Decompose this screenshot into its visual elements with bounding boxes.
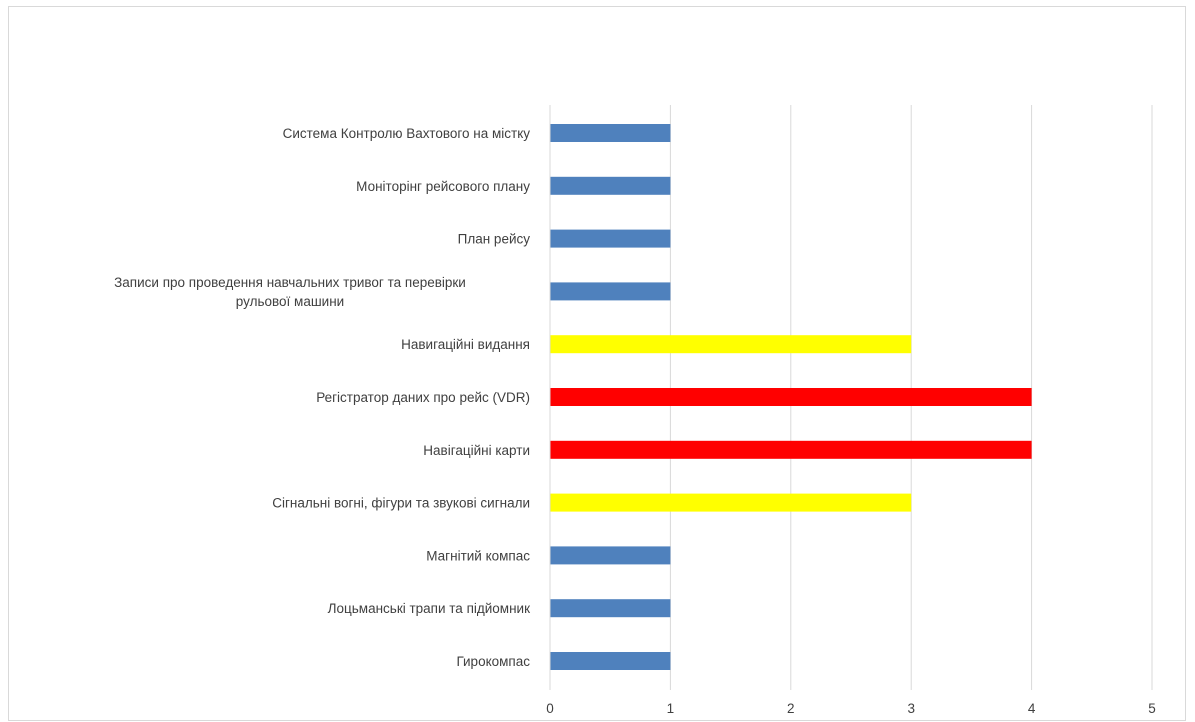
bar-9: [550, 546, 671, 565]
bar-1: [550, 124, 671, 142]
x-tick-label-5: 5: [1148, 701, 1156, 716]
x-tick-label-0: 0: [546, 701, 554, 716]
bar-7: [550, 440, 1032, 459]
category-label-4: Записи про проведення навчальних тривог …: [114, 275, 466, 309]
x-tick-label-4: 4: [1028, 701, 1036, 716]
x-tick-label-3: 3: [907, 701, 915, 716]
bar-8: [550, 493, 912, 512]
category-label-3: План рейсу: [458, 232, 531, 247]
bar-6: [550, 388, 1032, 406]
bar-10: [550, 599, 671, 618]
x-tick-label-2: 2: [787, 701, 795, 716]
bar-3: [550, 229, 671, 248]
category-label-9: Магнітий компас: [426, 548, 530, 563]
bar-11: [550, 652, 671, 670]
category-label-1: Система Контролю Вахтового на містку: [283, 126, 531, 141]
category-label-10: Лоцьманські трапи та підйомник: [328, 601, 530, 616]
category-label-6: Регістратор даних про рейс (VDR): [316, 390, 530, 405]
x-tick-label-1: 1: [667, 701, 675, 716]
category-label-8: Сігнальні вогні, фігури та звукові сигна…: [272, 496, 530, 511]
category-label-2: Моніторінг рейсового плану: [356, 179, 530, 194]
category-label-11: Гирокомпас: [456, 654, 530, 669]
category-label-7: Навігаційні карти: [423, 443, 530, 458]
bar-4: [550, 282, 671, 301]
category-label-5: Навигаційні видання: [401, 337, 530, 352]
bar-5: [550, 335, 912, 354]
bar-2: [550, 176, 671, 195]
